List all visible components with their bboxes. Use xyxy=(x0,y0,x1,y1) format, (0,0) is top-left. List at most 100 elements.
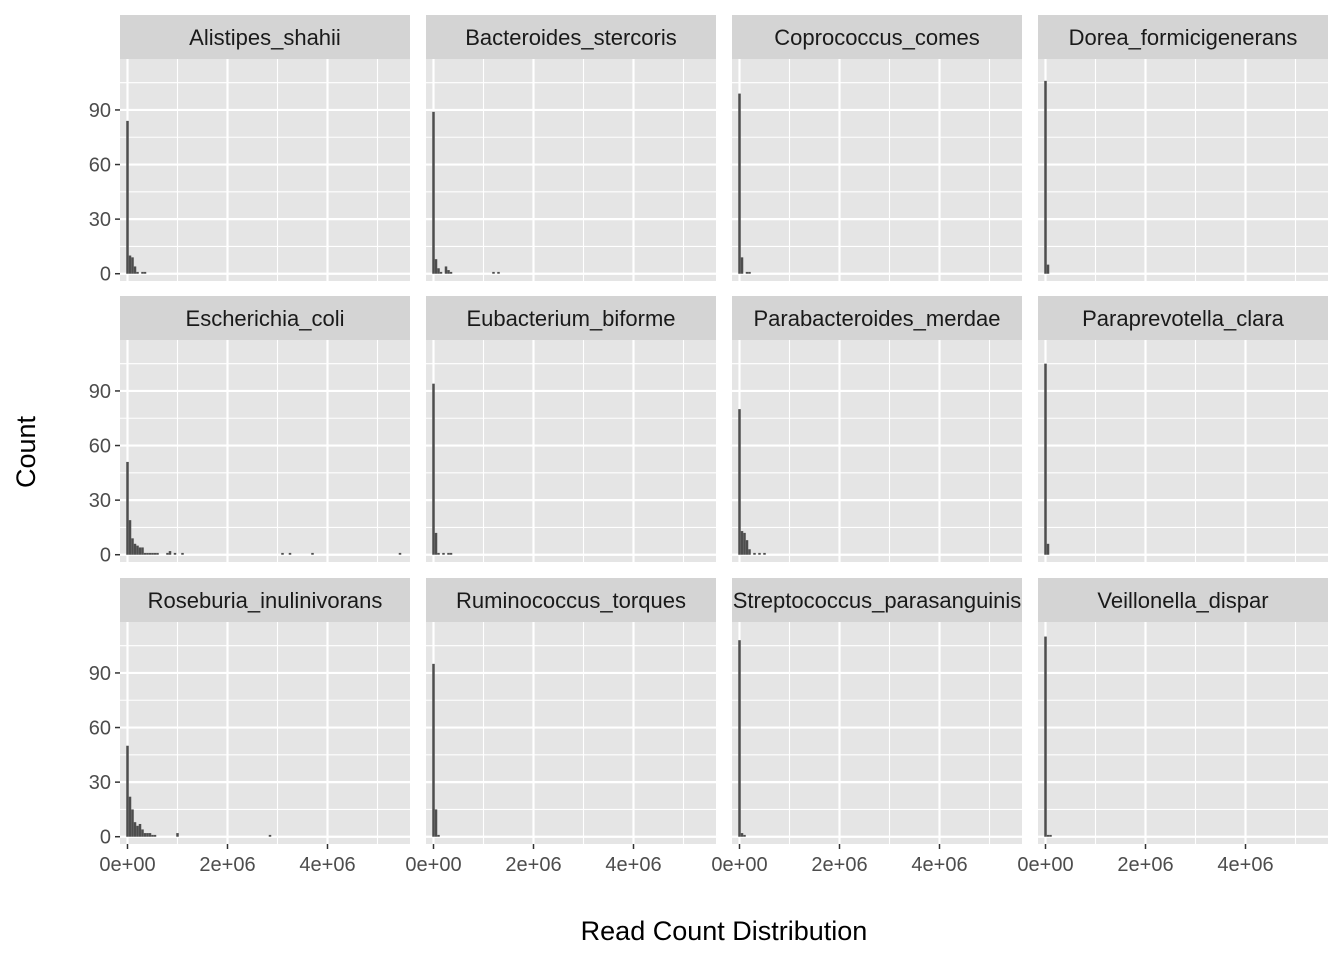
histogram-bar xyxy=(143,552,147,555)
histogram-bar xyxy=(146,552,149,555)
facet-panel: Eubacterium_biforme xyxy=(426,296,716,562)
facet-panel: Veillonella_dispar 0e+00 2e+06 4e+06 xyxy=(1017,578,1328,876)
panel-background xyxy=(120,622,410,844)
histogram-bar xyxy=(156,552,159,555)
facet-panel: Ruminococcus_torques 0e+00 2e+06 4e+06 xyxy=(405,578,716,876)
histogram-bar xyxy=(398,552,402,555)
facet-panel: Paraprevotella_clara xyxy=(1038,296,1328,562)
histogram-bar xyxy=(738,409,741,555)
x-tick-label: 0e+00 xyxy=(99,854,155,876)
histogram-bar xyxy=(1044,80,1047,274)
histogram-bar xyxy=(136,545,139,555)
histogram-bar xyxy=(1046,264,1050,274)
facet-title: Roseburia_inulinivorans xyxy=(148,588,383,613)
x-tick-label: 4e+06 xyxy=(605,854,661,876)
histogram-bar xyxy=(743,834,746,837)
histogram-bar xyxy=(311,552,314,555)
x-tick-label: 2e+06 xyxy=(505,854,561,876)
histogram-bar xyxy=(447,270,450,274)
histogram-bar xyxy=(434,259,438,274)
y-tick-label: 0 xyxy=(100,545,111,567)
panel-background xyxy=(732,340,1022,562)
panel-background xyxy=(732,59,1022,281)
x-tick-label: 0e+00 xyxy=(1017,854,1073,876)
histogram-bar xyxy=(738,640,741,837)
facet-strip xyxy=(426,296,716,340)
x-tick-label: 4e+06 xyxy=(1217,854,1273,876)
panel-background xyxy=(120,59,410,281)
histogram-bar xyxy=(437,552,440,555)
facet-panel: Roseburia_inulinivorans 0 30 60 90 0e+00 2e+06… xyxy=(89,578,410,876)
histogram-bar xyxy=(439,271,443,274)
facet-strip xyxy=(1038,15,1328,59)
facet-panel: Parabacteroides_merdae xyxy=(732,296,1022,562)
histogram-bar xyxy=(763,552,766,555)
facet-title: Streptococcus_parasanguinis xyxy=(733,588,1022,613)
facet-panel: Escherichia_coli 0 30 60 90 xyxy=(89,296,410,567)
histogram-bar xyxy=(743,532,746,555)
x-tick-label: 4e+06 xyxy=(911,854,967,876)
histogram-bar xyxy=(434,532,438,555)
x-tick-label: 2e+06 xyxy=(811,854,867,876)
histogram-bar xyxy=(492,271,495,274)
facet-title: Veillonella_dispar xyxy=(1097,588,1268,613)
y-tick-label: 0 xyxy=(100,827,111,849)
panel-background xyxy=(1038,622,1328,844)
x-tick-label: 2e+06 xyxy=(1117,854,1173,876)
histogram-bar xyxy=(1046,834,1050,837)
histogram-bar xyxy=(738,93,741,274)
y-tick-label: 30 xyxy=(89,490,111,512)
y-tick-label: 90 xyxy=(89,663,111,685)
histogram-bar xyxy=(449,271,453,274)
facet-title: Alistipes_shahii xyxy=(189,25,341,50)
histogram-bar xyxy=(168,551,172,555)
histogram-bar xyxy=(131,809,134,837)
facet-strip xyxy=(732,578,1022,622)
facet-panel: Alistipes_shahii 0 30 60 90 xyxy=(89,15,410,286)
histogram-bar xyxy=(166,552,169,555)
histogram-bar xyxy=(126,120,129,274)
histogram-bar xyxy=(148,833,152,837)
panel-background xyxy=(1038,59,1328,281)
facet-panel: Coprococcus_comes xyxy=(732,15,1022,281)
histogram-bar xyxy=(1044,363,1047,555)
facet-panel: Bacteroides_stercoris xyxy=(426,15,716,281)
histogram-bar xyxy=(146,833,149,837)
histogram-bar xyxy=(753,552,756,555)
histogram-bar xyxy=(745,540,749,555)
x-tick-label: 2e+06 xyxy=(199,854,255,876)
histogram-bar xyxy=(138,547,142,555)
facet-strip xyxy=(426,578,716,622)
facet-panel: Streptococcus_parasanguinis 0e+00 2e+06 4e+… xyxy=(711,578,1022,876)
histogram-bar xyxy=(141,547,144,555)
histogram-bar xyxy=(151,834,154,837)
panel-background xyxy=(426,622,716,844)
facet-strip xyxy=(120,296,410,340)
histogram-bar xyxy=(432,663,435,837)
histogram-bar xyxy=(176,833,179,837)
facet-title: Ruminococcus_torques xyxy=(456,588,686,613)
panel-background xyxy=(1038,340,1328,562)
facet-title: Paraprevotella_clara xyxy=(1082,306,1285,331)
histogram-bar xyxy=(141,271,144,274)
histogram-bar xyxy=(126,461,129,555)
y-tick-label: 60 xyxy=(89,155,111,177)
y-tick-label: 30 xyxy=(89,209,111,231)
x-tick-label: 0e+00 xyxy=(405,854,461,876)
histogram-bar xyxy=(740,833,744,837)
x-tick-label: 4e+06 xyxy=(299,854,355,876)
histogram-bar xyxy=(128,520,132,555)
histogram-bar xyxy=(133,266,137,274)
histogram-bar xyxy=(437,834,440,837)
histogram-bar xyxy=(131,538,134,555)
histogram-bar xyxy=(288,552,292,555)
histogram-bar xyxy=(447,552,450,555)
histogram-bar xyxy=(1049,834,1052,837)
histogram-bar xyxy=(432,111,435,274)
histogram-bar xyxy=(437,268,440,274)
y-tick-label: 90 xyxy=(89,100,111,122)
histogram-bar xyxy=(151,552,154,555)
histogram-bar xyxy=(141,829,144,837)
